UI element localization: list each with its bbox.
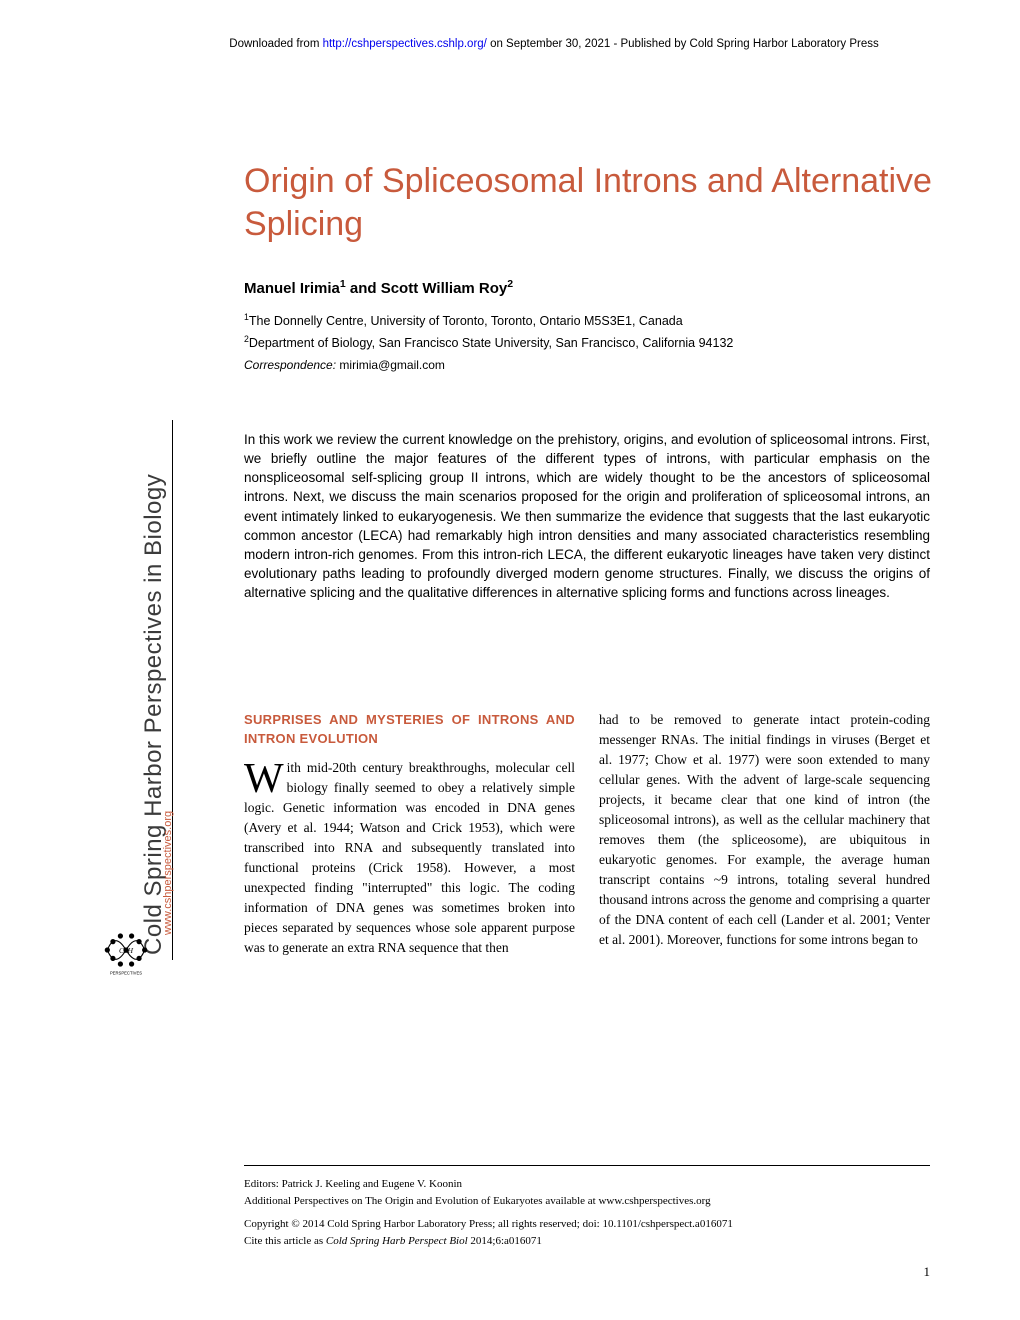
footer-additional: Additional Perspectives on The Origin an… [244,1193,930,1210]
correspondence: Correspondence: mirimia@gmail.com [244,358,445,372]
footer-copyright: Copyright © 2014 Cold Spring Harbor Labo… [244,1216,930,1233]
svg-text:PERSPECTIVES: PERSPECTIVES [110,970,142,975]
section-heading: SURPRISES AND MYSTERIES OF INTRONS AND I… [244,710,575,748]
download-prefix: Downloaded from [229,38,322,50]
footer-editors: Editors: Patrick J. Keeling and Eugene V… [244,1176,930,1193]
dropcap: W [244,758,287,798]
sidebar-url: www.cshperspectives.org [162,811,174,935]
sidebar: Cold Spring Harbor Perspectives in Biolo… [90,410,210,970]
affiliation-2: 2Department of Biology, San Francisco St… [244,332,733,354]
svg-text:CSH: CSH [119,946,134,955]
download-notice: Downloaded from http://cshperspectives.c… [148,38,960,50]
footer-cite: Cite this article as Cold Spring Harb Pe… [244,1233,930,1250]
affiliations: 1The Donnelly Centre, University of Toro… [244,310,733,355]
column-left: SURPRISES AND MYSTERIES OF INTRONS AND I… [244,710,575,958]
footer: Editors: Patrick J. Keeling and Eugene V… [244,1165,930,1250]
body-paragraph-left: With mid-20th century breakthroughs, mol… [244,758,575,958]
download-suffix: on September 30, 2021 - Published by Col… [487,38,879,50]
column-right: had to be removed to generate intact pro… [599,710,930,958]
col1-text: ith mid-20th century breakthroughs, mole… [244,760,575,955]
csh-logo-icon: CSH PERSPECTIVES [98,922,154,978]
page-number: 1 [924,1264,931,1280]
body-columns: SURPRISES AND MYSTERIES OF INTRONS AND I… [244,710,930,958]
article-title: Origin of Spliceosomal Introns and Alter… [244,160,1020,245]
affiliation-1: 1The Donnelly Centre, University of Toro… [244,310,733,332]
authors: Manuel Irimia1 and Scott William Roy2 [244,278,513,297]
correspondence-label: Correspondence: [244,358,336,372]
abstract: In this work we review the current knowl… [244,430,930,602]
body-paragraph-right: had to be removed to generate intact pro… [599,710,930,950]
download-url-link[interactable]: http://cshperspectives.cshlp.org/ [323,38,487,50]
correspondence-email: mirimia@gmail.com [339,358,445,372]
